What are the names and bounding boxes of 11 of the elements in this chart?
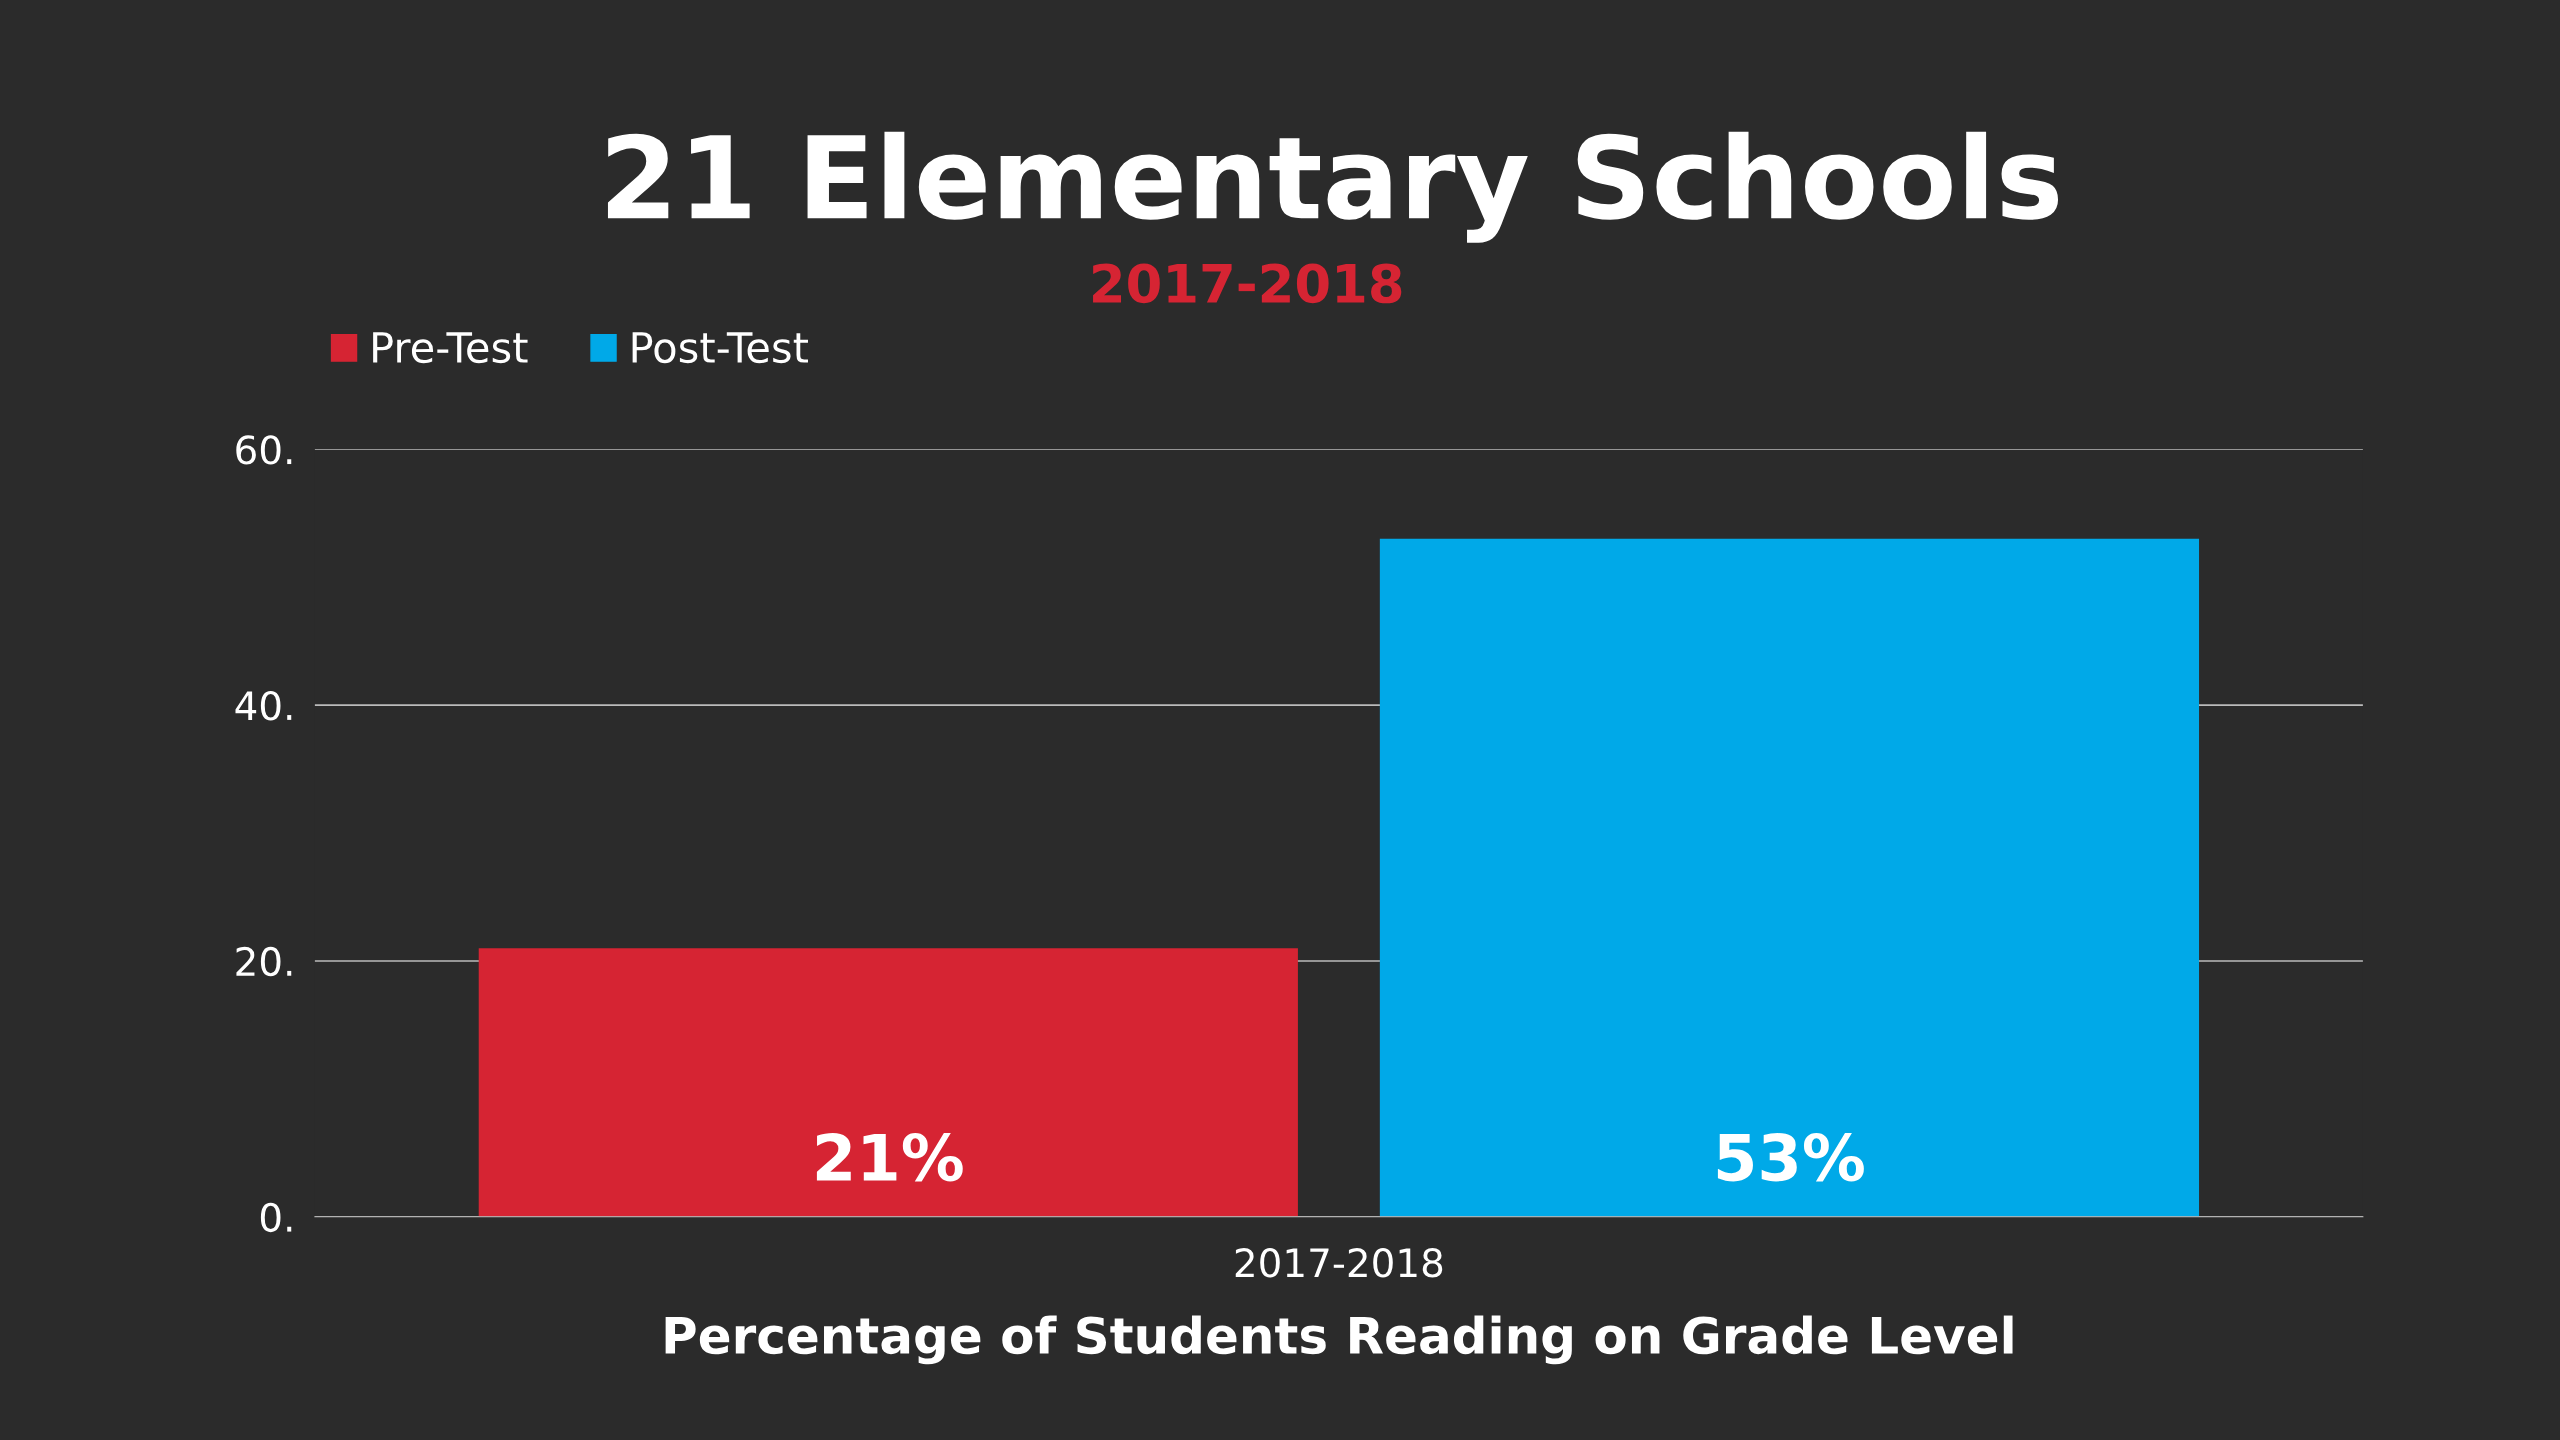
x-axis-title: Percentage of Students Reading on Grade Level xyxy=(665,1315,2013,1365)
data-label: 21% xyxy=(816,1133,963,1182)
data-label: 53% xyxy=(1717,1133,1864,1182)
legend-label: Post-Test xyxy=(632,332,808,364)
legend-label: Pre-Test xyxy=(373,332,528,364)
chart-subtitle: 2017-2018 xyxy=(1093,263,1402,304)
y-tick-label: 0. xyxy=(260,1202,292,1233)
y-tick-label: 40. xyxy=(235,691,292,721)
chart-title: 21 Elementary Schools xyxy=(607,131,2059,243)
y-tick-label: 60. xyxy=(236,435,292,465)
y-tick-label: 20. xyxy=(236,946,292,977)
